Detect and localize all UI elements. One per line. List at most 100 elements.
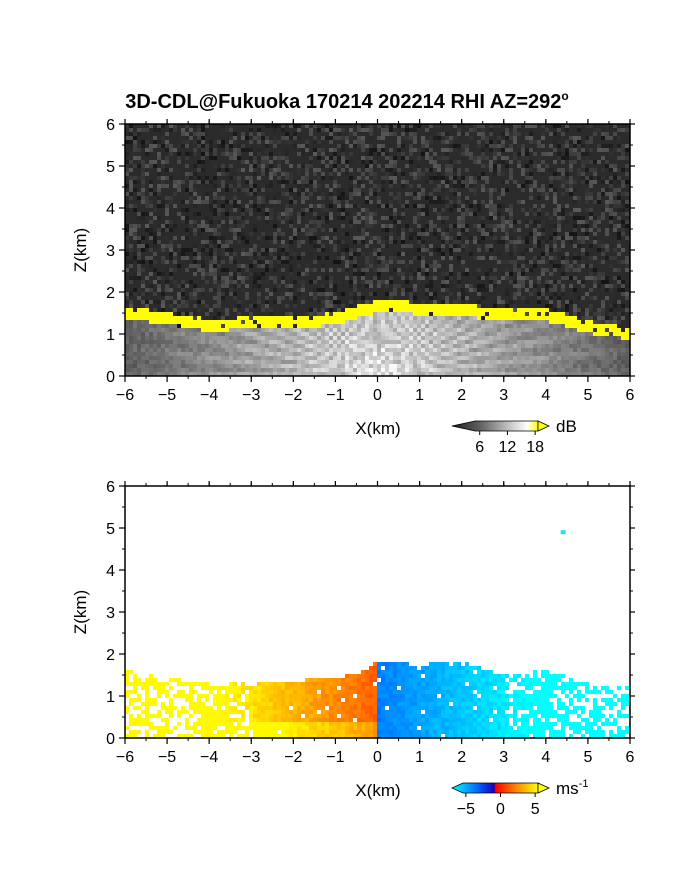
backscatter-cell [449,252,453,256]
backscatter-cell [185,228,189,232]
backscatter-cell [229,324,233,328]
backscatter-cell [253,360,257,364]
backscatter-cell [621,240,625,244]
backscatter-cell [425,144,429,148]
backscatter-cell [577,228,581,232]
backscatter-cell [317,252,321,256]
backscatter-cell [357,236,361,240]
backscatter-cell [321,312,325,316]
backscatter-cell [345,336,349,340]
backscatter-cell [369,132,373,136]
backscatter-cell [389,280,393,284]
backscatter-cell [229,128,233,132]
backscatter-cell [445,152,449,156]
backscatter-cell [609,144,613,148]
backscatter-cell [425,196,429,200]
backscatter-cell [389,304,393,308]
backscatter-cell [317,240,321,244]
backscatter-cell [325,136,329,140]
backscatter-cell [197,252,201,256]
backscatter-cell [301,320,305,324]
backscatter-cell [325,212,329,216]
backscatter-cell [445,252,449,256]
backscatter-cell [385,156,389,160]
backscatter-cell [497,260,501,264]
backscatter-cell [505,244,509,248]
backscatter-cell [321,148,325,152]
backscatter-cell [441,244,445,248]
backscatter-cell [613,356,617,360]
backscatter-cell [509,308,513,312]
backscatter-cell [453,224,457,228]
backscatter-cell [293,348,297,352]
backscatter-cell [401,292,405,296]
backscatter-cell [341,296,345,300]
backscatter-cell [237,180,241,184]
backscatter-cell [365,360,369,364]
backscatter-cell [613,232,617,236]
backscatter-cell [273,280,277,284]
backscatter-cell [157,360,161,364]
backscatter-cell [313,220,317,224]
backscatter-cell [517,360,521,364]
backscatter-cell [573,140,577,144]
backscatter-cell [521,336,525,340]
backscatter-cell [437,176,441,180]
backscatter-cell [497,144,501,148]
backscatter-cell [189,128,193,132]
backscatter-cell [377,308,381,312]
backscatter-cell [517,268,521,272]
backscatter-cell [529,284,533,288]
backscatter-cell [153,208,157,212]
backscatter-cell [173,332,177,336]
backscatter-cell [197,212,201,216]
backscatter-cell [357,212,361,216]
backscatter-cell [381,328,385,332]
backscatter-cell [197,332,201,336]
backscatter-cell [281,296,285,300]
backscatter-cell [277,216,281,220]
backscatter-cell [493,300,497,304]
backscatter-cell [565,188,569,192]
backscatter-cell [313,180,317,184]
backscatter-cell [553,280,557,284]
backscatter-cell [481,176,485,180]
backscatter-cell [481,148,485,152]
backscatter-cell [517,228,521,232]
backscatter-cell [421,264,425,268]
backscatter-cell [413,220,417,224]
backscatter-cell [245,132,249,136]
backscatter-cell [565,256,569,260]
backscatter-cell [569,352,573,356]
backscatter-cell [389,216,393,220]
backscatter-cell [269,176,273,180]
backscatter-cell [377,200,381,204]
backscatter-cell [453,340,457,344]
backscatter-cell [477,144,481,148]
backscatter-cell [617,196,621,200]
backscatter-cell [521,340,525,344]
backscatter-cell [405,200,409,204]
backscatter-cell [365,236,369,240]
backscatter-cell [153,268,157,272]
backscatter-cell [373,340,377,344]
backscatter-cell [561,184,565,188]
backscatter-cell [609,324,613,328]
backscatter-cell [505,340,509,344]
backscatter-cell [181,140,185,144]
backscatter-cell [313,152,317,156]
backscatter-cell [329,276,333,280]
backscatter-cell [157,128,161,132]
backscatter-cell [157,168,161,172]
backscatter-cell [565,336,569,340]
backscatter-cell [537,340,541,344]
backscatter-cell [581,152,585,156]
backscatter-cell [501,300,505,304]
backscatter-cell [385,300,389,304]
backscatter-cell [521,256,525,260]
backscatter-cell [265,264,269,268]
backscatter-cell [393,348,397,352]
backscatter-cell [553,228,557,232]
backscatter-cell [317,344,321,348]
backscatter-cell [625,260,629,264]
